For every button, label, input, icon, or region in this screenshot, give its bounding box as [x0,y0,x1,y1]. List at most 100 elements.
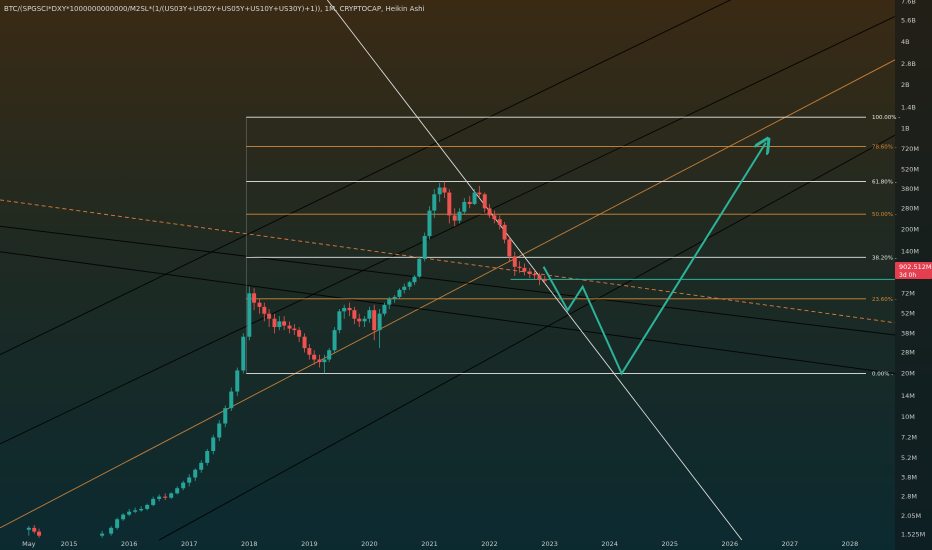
price-tick-label-1: 5.6B [901,17,916,25]
candle-body-49 [357,318,362,322]
candle-body-11 [151,498,156,505]
channel-line-0 [0,15,896,445]
fib-level-label-4: 38.20% - [872,255,897,261]
candle-body-4 [109,527,114,534]
fib-level-label-2: 61.80% - [872,179,897,185]
projection-arrow [542,143,766,376]
channel-lines [0,0,896,541]
candle-body-48 [352,310,357,319]
time-tick-label-9: 2023 [541,540,558,548]
price-tick-label-26: 1.525M [901,531,925,539]
price-tick-label-3: 2.8B [901,60,916,68]
candle-body-59 [407,282,412,287]
fib-retracement[interactable]: 100.00% - 78.60% - 61.80% - 50.00% - 38.20% … [245,115,900,378]
candle-body-34 [282,321,287,326]
candle-body-70 [462,201,467,212]
candle-body-37 [297,330,302,337]
price-tick-label-9: 380M [901,185,919,193]
price-tick-label-17: 28M [901,348,915,356]
candle-body-22 [217,423,222,438]
price-tick-label-4: 2B [901,81,910,89]
candle-body-83 [527,271,532,275]
candle-body-13 [163,496,168,498]
candle-body-3 [100,533,105,536]
candle-body-68 [452,215,457,221]
candle-body-27 [247,293,252,337]
fib-level-label-0: 100.00% - [872,115,900,121]
price-tick-label-22: 5.2M [901,454,917,462]
fib-level-label-3: 50.00% - [872,212,897,218]
candle-body-55 [387,298,392,305]
price-tick-label-15: 52M [901,310,915,318]
channel-line-4 [0,225,896,336]
candle-body-47 [347,307,352,311]
time-tick-label-1: 2015 [61,540,78,548]
candle-body-6 [121,514,126,520]
price-badge: 902.512M 3d 0h [895,262,932,279]
price-tick-label-14: 72M [901,289,915,297]
candle-body-54 [382,304,387,314]
candle-body-79 [507,239,512,257]
candle-body-5 [115,519,120,528]
candle-body-31 [267,313,272,319]
candle-body-84 [532,274,537,276]
projection-path[interactable] [542,143,766,376]
candle-body-85 [537,275,542,280]
price-badge-countdown: 3d 0h [899,272,916,279]
candle-body-77 [497,219,502,225]
time-tick-label-3: 2017 [181,540,198,548]
candles [26,181,547,538]
candle-body-12 [157,496,162,499]
candle-body-76 [492,215,497,220]
candle-body-62 [422,235,427,259]
candle-body-43 [327,350,332,360]
candle-body-42 [322,359,327,363]
candle-body-8 [133,510,138,512]
price-tick-label-2: 4B [901,38,910,46]
candle-body-33 [277,321,282,328]
time-axis[interactable]: May 2015 2016 2017 2018 2019 2020 2021 2022 2023 2… [22,540,858,548]
price-tick-label-12: 140M [901,248,919,256]
time-tick-label-8: 2022 [481,540,498,548]
candle-body-16 [181,482,186,489]
price-tick-label-7: 720M [901,145,919,153]
candle-body-10 [145,504,150,509]
time-tick-label-5: 2019 [301,540,318,548]
price-tick-label-16: 38M [901,329,915,337]
candle-body-0 [26,527,31,530]
candle-body-1 [32,527,37,532]
candle-body-60 [412,276,417,283]
candle-body-52 [372,310,377,331]
time-tick-label-14: 2028 [842,540,859,548]
candle-body-51 [367,310,372,319]
candle-body-32 [272,318,277,328]
descending-trend-line [327,0,743,541]
candle-body-9 [139,508,144,511]
candle-body-82 [522,267,527,272]
candle-body-86 [542,279,547,281]
price-tick-label-25: 2.05M [901,512,921,520]
candle-body-58 [402,286,407,290]
candle-body-23 [223,408,228,424]
candle-body-50 [362,318,367,322]
candle-body-75 [487,208,492,216]
candle-body-46 [342,307,347,312]
candle-body-44 [332,330,337,351]
candle-body-36 [292,328,297,331]
candle-body-45 [337,311,342,331]
candle-body-81 [517,266,522,268]
candle-body-41 [317,359,322,363]
price-tick-label-8: 520M [901,166,919,174]
fib-level-label-1: 78.60% - [872,145,897,151]
time-tick-label-6: 2020 [361,540,378,548]
candle-body-67 [447,192,452,216]
trend-lines [0,0,896,541]
channel-line-3 [0,59,896,529]
fib-level-label-5: 23.60% - [872,297,897,303]
price-tick-label-21: 7.2M [901,433,917,441]
candle-body-61 [417,258,422,277]
candle-body-20 [205,451,210,463]
channel-line-1 [0,0,732,356]
